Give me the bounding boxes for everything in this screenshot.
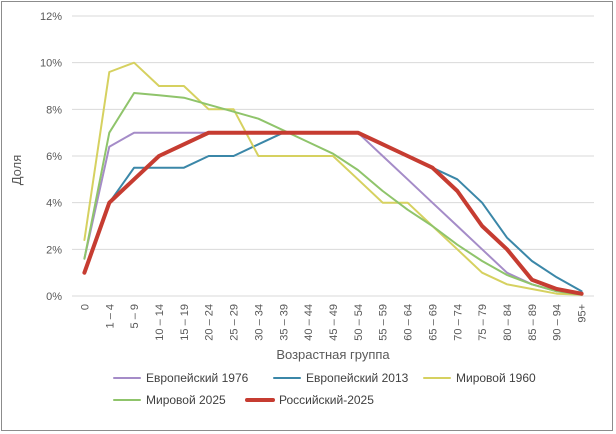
- legend-label: Европейский 1976: [146, 371, 249, 385]
- y-tick-label: 10%: [40, 58, 62, 70]
- y-tick-label: 8%: [46, 104, 62, 116]
- x-tick-label: 1 – 4: [104, 304, 116, 328]
- x-axis-title: Возрастная группа: [276, 347, 390, 362]
- x-tick-label: 10 – 14: [154, 304, 166, 341]
- x-tick-label: 45 – 49: [328, 304, 340, 341]
- legend-label: Мировой 1960: [456, 371, 536, 385]
- legend-label: Мировой 2025: [146, 393, 226, 407]
- x-tick-label: 55 – 59: [378, 304, 390, 341]
- x-tick-label: 50 – 54: [353, 304, 365, 341]
- x-tick-label: 60 – 64: [403, 304, 415, 341]
- series-line-2: [83, 61, 583, 296]
- x-tick-label: 0: [79, 304, 91, 310]
- y-axis-ticks: 0% 2% 4% 6% 8% 10% 12%: [40, 11, 62, 303]
- x-tick-label: 20 – 24: [204, 304, 216, 341]
- x-tick-label: 85 – 89: [527, 304, 539, 341]
- y-tick-label: 12%: [40, 11, 62, 23]
- x-tick-label: 70 – 74: [452, 304, 464, 341]
- x-tick-label: 95+: [577, 304, 589, 323]
- x-tick-label: 5 – 9: [129, 304, 141, 328]
- x-tick-label: 80 – 84: [502, 304, 514, 341]
- x-tick-label: 40 – 44: [303, 304, 315, 341]
- x-tick-label: 15 – 19: [179, 304, 191, 341]
- x-tick-label: 25 – 29: [229, 304, 241, 341]
- series-line-3: [83, 92, 583, 296]
- x-tick-label: 30 – 34: [253, 304, 265, 341]
- y-axis-title: Доля: [9, 155, 24, 186]
- legend: Европейский 1976 Европейский 2013 Мировой …: [113, 371, 536, 407]
- series-lines: [82, 61, 584, 296]
- y-tick-label: 2%: [46, 244, 62, 256]
- legend-label: Европейский 2013: [306, 371, 409, 385]
- x-tick-label: 65 – 69: [427, 304, 439, 341]
- y-tick-label: 0%: [46, 291, 62, 303]
- y-tick-label: 4%: [46, 198, 62, 210]
- x-tick-label: 90 – 94: [552, 304, 564, 341]
- x-tick-label: 75 – 79: [477, 304, 489, 341]
- series-line-4: [82, 130, 584, 296]
- legend-label: Российский-2025: [279, 393, 374, 407]
- x-tick-label: 35 – 39: [278, 304, 290, 341]
- y-tick-label: 6%: [46, 151, 62, 163]
- x-axis-ticks: 0 1 – 4 5 – 9 10 – 14 15 – 19 20 – 24 25 – 29 3…: [79, 304, 588, 341]
